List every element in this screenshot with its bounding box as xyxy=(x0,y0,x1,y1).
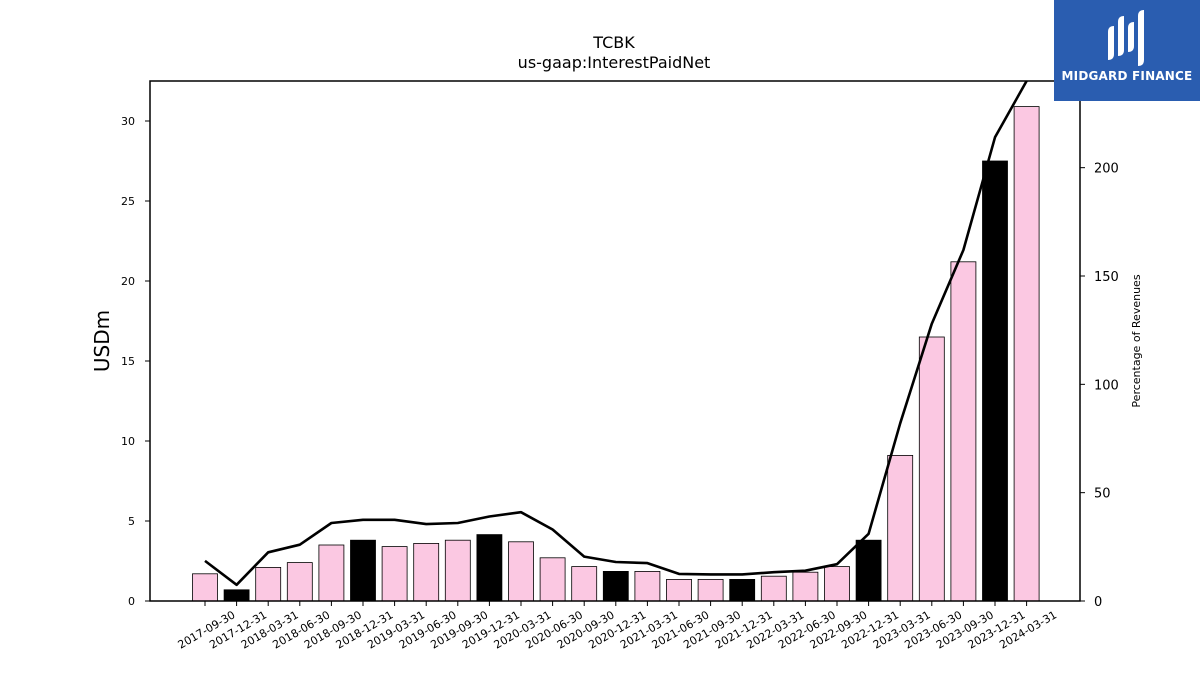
bar-2023-09-30 xyxy=(950,261,977,602)
x-axis: 2017-09-302017-12-312018-03-312018-06-30… xyxy=(176,601,1059,652)
y-right-tick-label: 150 xyxy=(1094,270,1119,285)
bar-2023-06-30 xyxy=(918,336,945,602)
brand-logo: MIDGARD FINANCE xyxy=(1054,0,1200,101)
right-axis: 0 50 100 150 200 xyxy=(1080,162,1119,610)
bar-2018-12-31 xyxy=(350,539,376,602)
y-tick-label: 5 xyxy=(128,515,135,528)
y-tick-label: 0 xyxy=(128,595,135,608)
chart-title: TCBK xyxy=(592,33,635,52)
bar-2018-06-30 xyxy=(286,562,313,602)
chart-subtitle: us-gaap:InterestPaidNet xyxy=(518,53,711,72)
logo-text: MIDGARD FINANCE xyxy=(1061,69,1193,83)
percentage-line xyxy=(204,80,1028,587)
bar-2020-03-31 xyxy=(508,541,534,602)
y-tick-label: 10 xyxy=(121,435,135,448)
y-tick-label: 20 xyxy=(121,275,135,288)
bar-2017-12-31 xyxy=(223,589,250,602)
left-axis: 0 5 10 15 20 25 30 xyxy=(121,115,150,608)
bar-2022-06-30 xyxy=(792,571,819,602)
y-axis-label-right: Percentage of Revenues xyxy=(1130,274,1143,407)
bar-2022-12-31 xyxy=(855,539,882,602)
y-right-tick-label: 200 xyxy=(1094,162,1119,177)
y-right-tick-label: 50 xyxy=(1094,487,1111,502)
bar-2022-03-31 xyxy=(760,575,787,602)
bar-group xyxy=(192,106,1040,602)
bar-2023-03-31 xyxy=(887,454,914,602)
bar-2020-09-30 xyxy=(571,566,598,602)
midgard-logo-icon xyxy=(1108,10,1144,66)
bar-2019-12-31 xyxy=(476,534,503,602)
bar-2024-03-31 xyxy=(1013,106,1040,602)
bar-2019-09-30 xyxy=(444,539,471,602)
bar-2020-12-31 xyxy=(602,571,629,602)
bar-2020-06-30 xyxy=(539,557,566,602)
y-tick-label: 25 xyxy=(121,195,135,208)
bar-2017-09-30 xyxy=(192,573,218,602)
y-tick-label: 15 xyxy=(121,355,135,368)
bar-2021-03-31 xyxy=(634,571,661,602)
bar-2021-06-30 xyxy=(666,579,692,602)
y-axis-label: USDm xyxy=(90,310,114,372)
bar-2019-03-31 xyxy=(381,546,408,602)
plot-frame xyxy=(149,80,1081,602)
bar-2019-06-30 xyxy=(413,543,440,602)
bar-2021-12-31 xyxy=(729,579,756,602)
y-tick-label: 30 xyxy=(121,115,135,128)
bar-2022-09-30 xyxy=(824,566,850,602)
bar-2018-03-31 xyxy=(255,567,282,602)
bar-2023-12-31 xyxy=(982,160,1008,602)
bar-2021-09-30 xyxy=(697,579,724,602)
y-right-tick-label: 0 xyxy=(1094,595,1102,610)
bar-2018-09-30 xyxy=(318,544,345,602)
y-right-tick-label: 100 xyxy=(1094,378,1119,393)
